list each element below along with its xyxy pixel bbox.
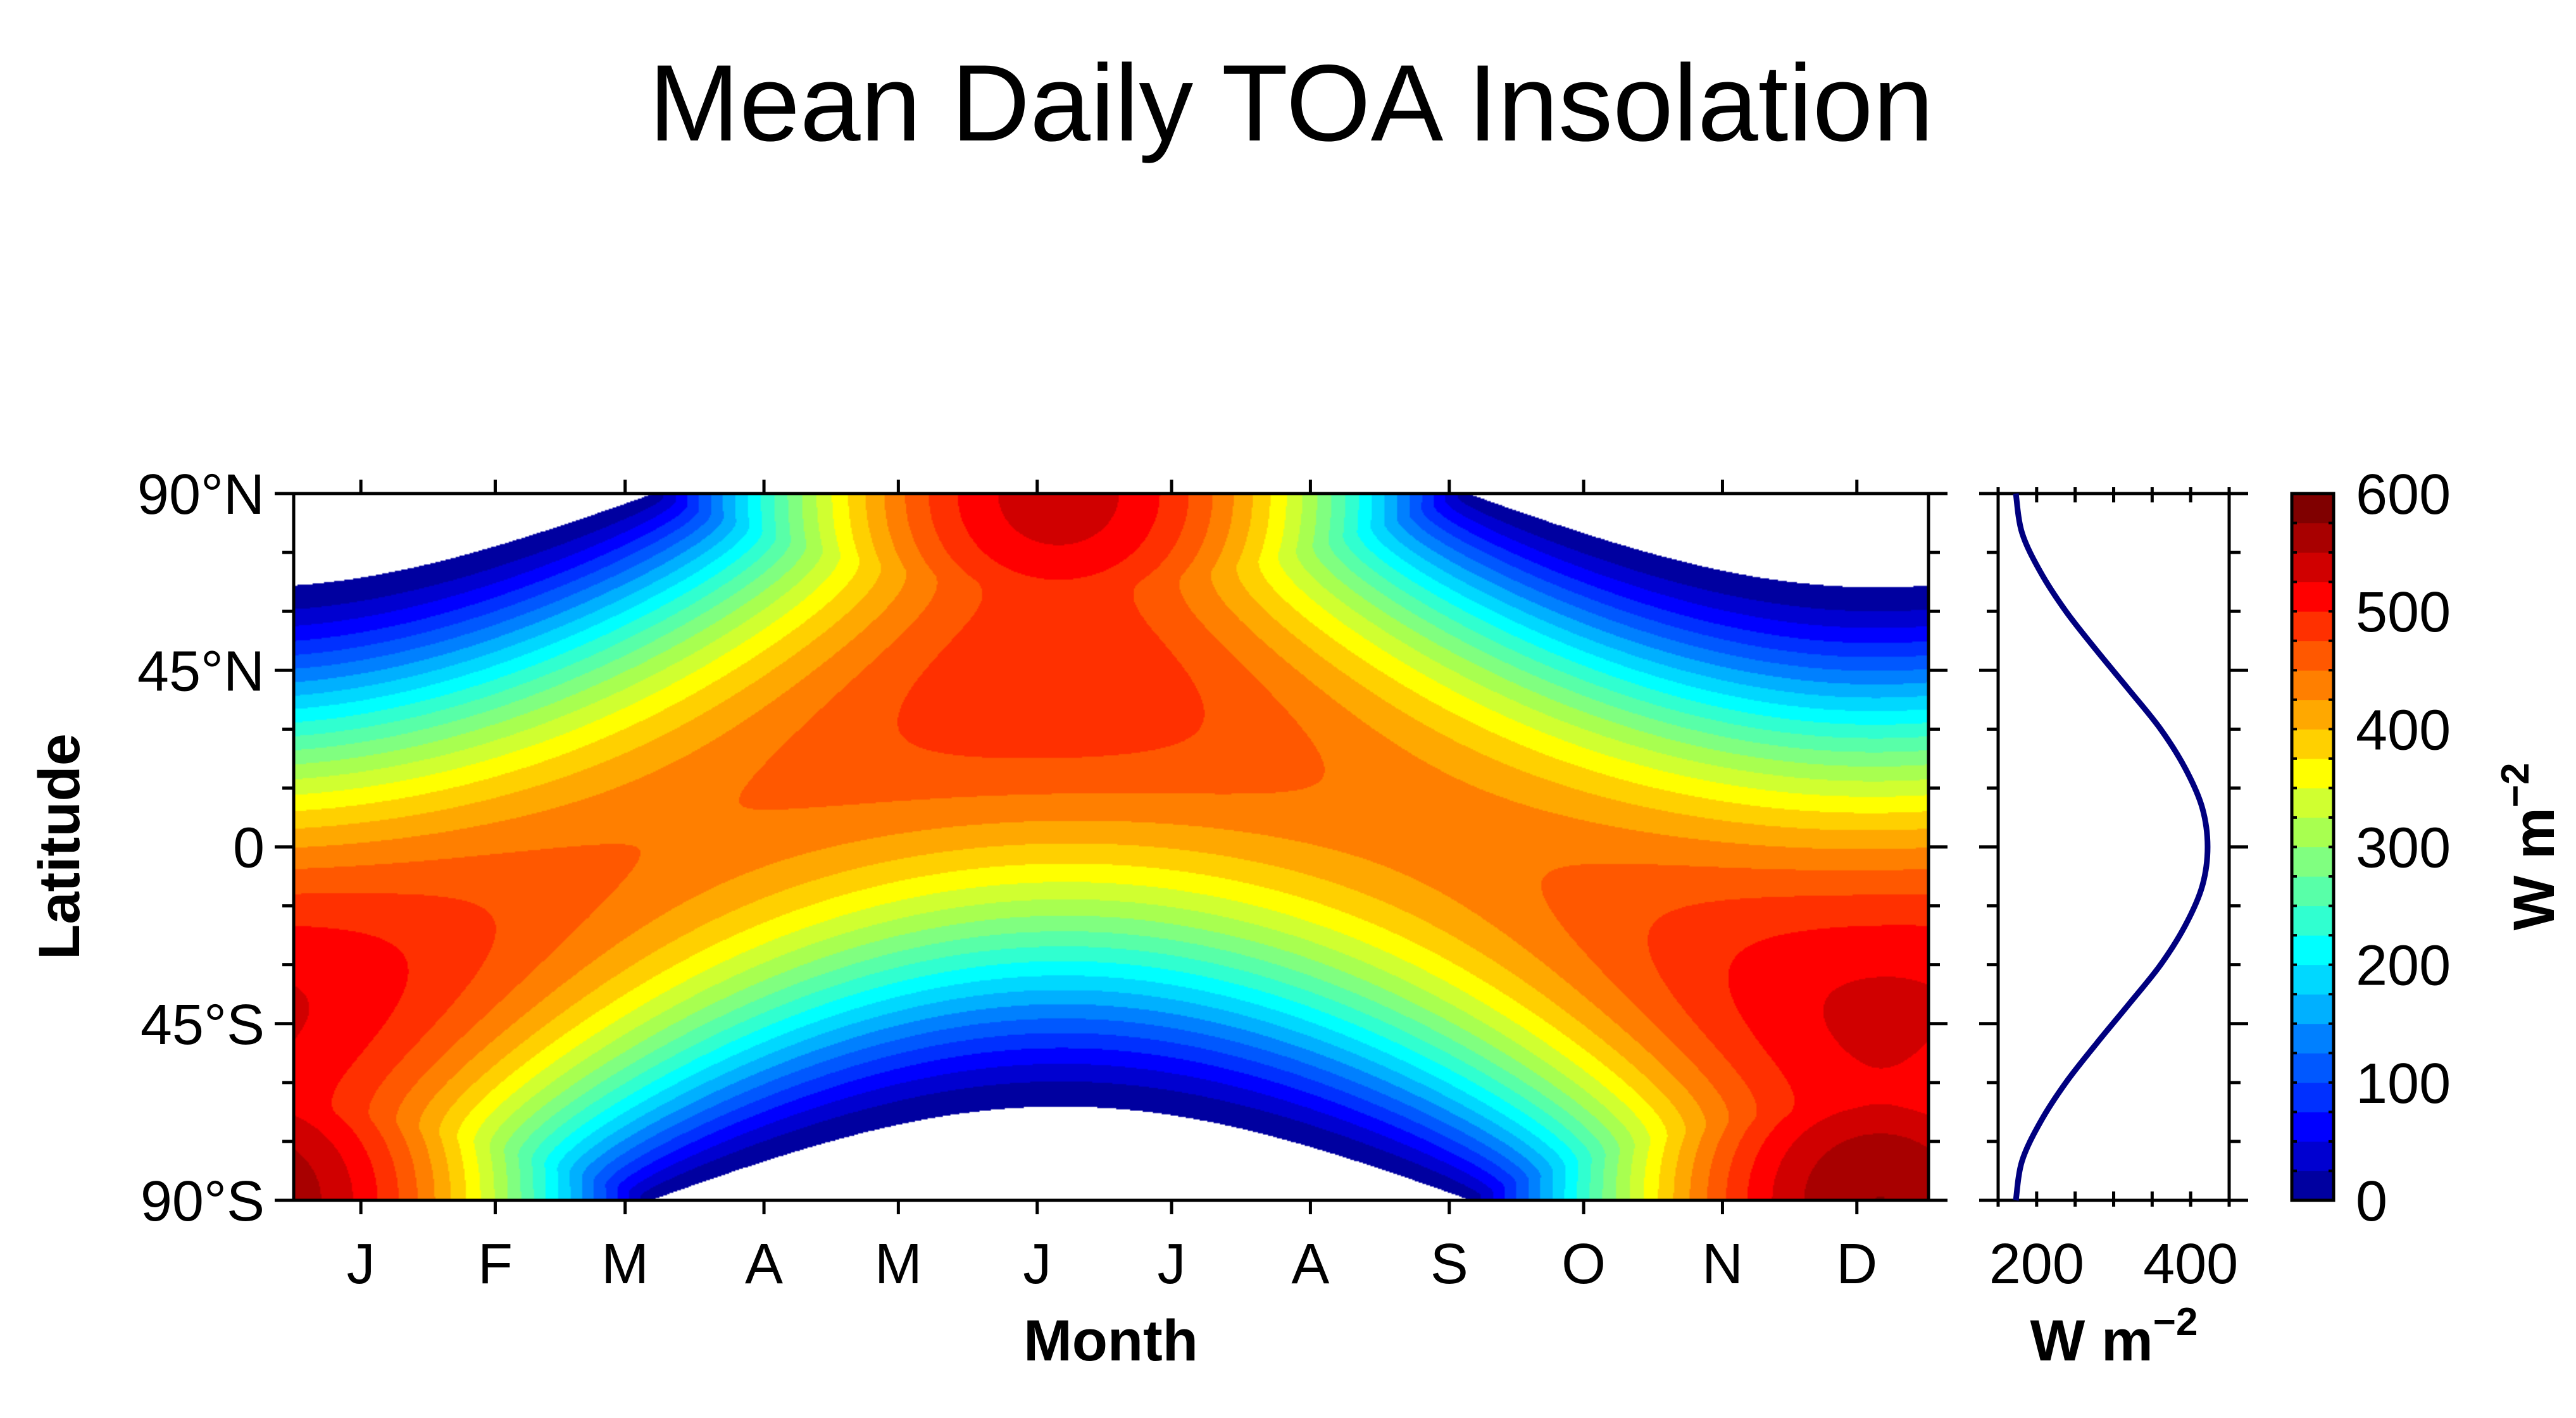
chart-title: Mean Daily TOA Insolation <box>649 42 1934 164</box>
side-x-tick-label: 200 <box>1989 1233 2084 1296</box>
colorbar-tick-label: 300 <box>2356 817 2451 880</box>
main-y-axis-label: Latitude <box>27 733 92 960</box>
colorbar-swatch <box>2292 670 2334 700</box>
colorbar-swatch <box>2292 640 2334 671</box>
x-tick-label: F <box>478 1233 513 1296</box>
colorbar-tick-label: 400 <box>2356 699 2451 762</box>
colorbar-label-unit: W m <box>2502 807 2567 930</box>
x-tick-label: N <box>1702 1233 1743 1296</box>
y-tick-label: 90°N <box>137 463 265 526</box>
colorbar-swatch <box>2292 1141 2334 1171</box>
side-x-axis-label-exponent: −2 <box>2153 1300 2198 1344</box>
x-tick-label: A <box>1291 1233 1329 1296</box>
colorbar-swatch <box>2292 1171 2334 1201</box>
colorbar-swatch <box>2292 1112 2334 1142</box>
x-tick-label: A <box>745 1233 783 1296</box>
y-tick-label: 0 <box>233 817 265 880</box>
main-x-axis-label: Month <box>1023 1309 1198 1373</box>
x-tick-label: M <box>601 1233 649 1296</box>
y-tick-label: 90°S <box>141 1170 265 1233</box>
colorbar-tick-label: 500 <box>2356 581 2451 644</box>
colorbar-swatch <box>2292 817 2334 847</box>
colorbar-swatch <box>2292 758 2334 788</box>
x-tick-label: J <box>347 1233 375 1296</box>
colorbar-swatch <box>2292 582 2334 612</box>
x-tick-label: M <box>875 1233 922 1296</box>
colorbar-swatch <box>2292 1023 2334 1054</box>
x-tick-label: O <box>1561 1233 1606 1296</box>
colorbar-tick-label: 600 <box>2356 463 2451 526</box>
colorbar-label: W m−2 <box>2494 763 2567 931</box>
colorbar-tick-label: 200 <box>2356 935 2451 998</box>
y-tick-label: 45°N <box>137 640 265 703</box>
x-tick-label: J <box>1023 1233 1051 1296</box>
colorbar-swatch <box>2292 994 2334 1024</box>
zonal-mean-line <box>2013 493 2211 1201</box>
x-tick-label: S <box>1430 1233 1468 1296</box>
colorbar-swatch <box>2292 876 2334 907</box>
colorbar-swatch <box>2292 552 2334 583</box>
colorbar-swatch <box>2292 729 2334 759</box>
colorbar-swatch <box>2292 964 2334 995</box>
y-tick-label: 45°S <box>141 993 265 1057</box>
side-plot-frame <box>1996 492 2231 1202</box>
colorbar-swatch <box>2292 1053 2334 1083</box>
colorbar-tick-label: 100 <box>2356 1052 2451 1116</box>
x-tick-label: D <box>1836 1233 1877 1296</box>
side-x-axis-label: W m−2 <box>2030 1300 2198 1373</box>
colorbar-label-exponent: −2 <box>2494 763 2537 808</box>
colorbar-swatch <box>2292 847 2334 877</box>
colorbar-tick-label: 0 <box>2356 1170 2387 1233</box>
colorbar-frame <box>2290 492 2335 1202</box>
colorbar-swatch <box>2292 1082 2334 1112</box>
zonal-mean-panel-axes: 200 400 <box>1979 487 2248 1296</box>
main-plot-frame <box>292 492 1930 1202</box>
x-tick-label: J <box>1158 1233 1186 1296</box>
colorbar-swatch <box>2292 935 2334 966</box>
colorbar-swatch <box>2292 699 2334 730</box>
insolation-contour-field <box>294 494 1929 1200</box>
side-x-axis-label-unit: W m <box>2030 1309 2153 1373</box>
side-x-tick-label: 400 <box>2143 1233 2238 1296</box>
colorbar-swatch <box>2292 905 2334 936</box>
colorbar-swatch <box>2292 494 2334 524</box>
main-panel-axes: J F M A M J J A S O N D 90°N 45°N 0 45°S 90°S <box>137 463 1948 1296</box>
colorbar-swatch <box>2292 523 2334 553</box>
colorbar-swatch <box>2292 611 2334 642</box>
colorbar: 0 100 200 300 400 500 600 <box>2290 463 2451 1233</box>
colorbar-swatch <box>2292 788 2334 818</box>
